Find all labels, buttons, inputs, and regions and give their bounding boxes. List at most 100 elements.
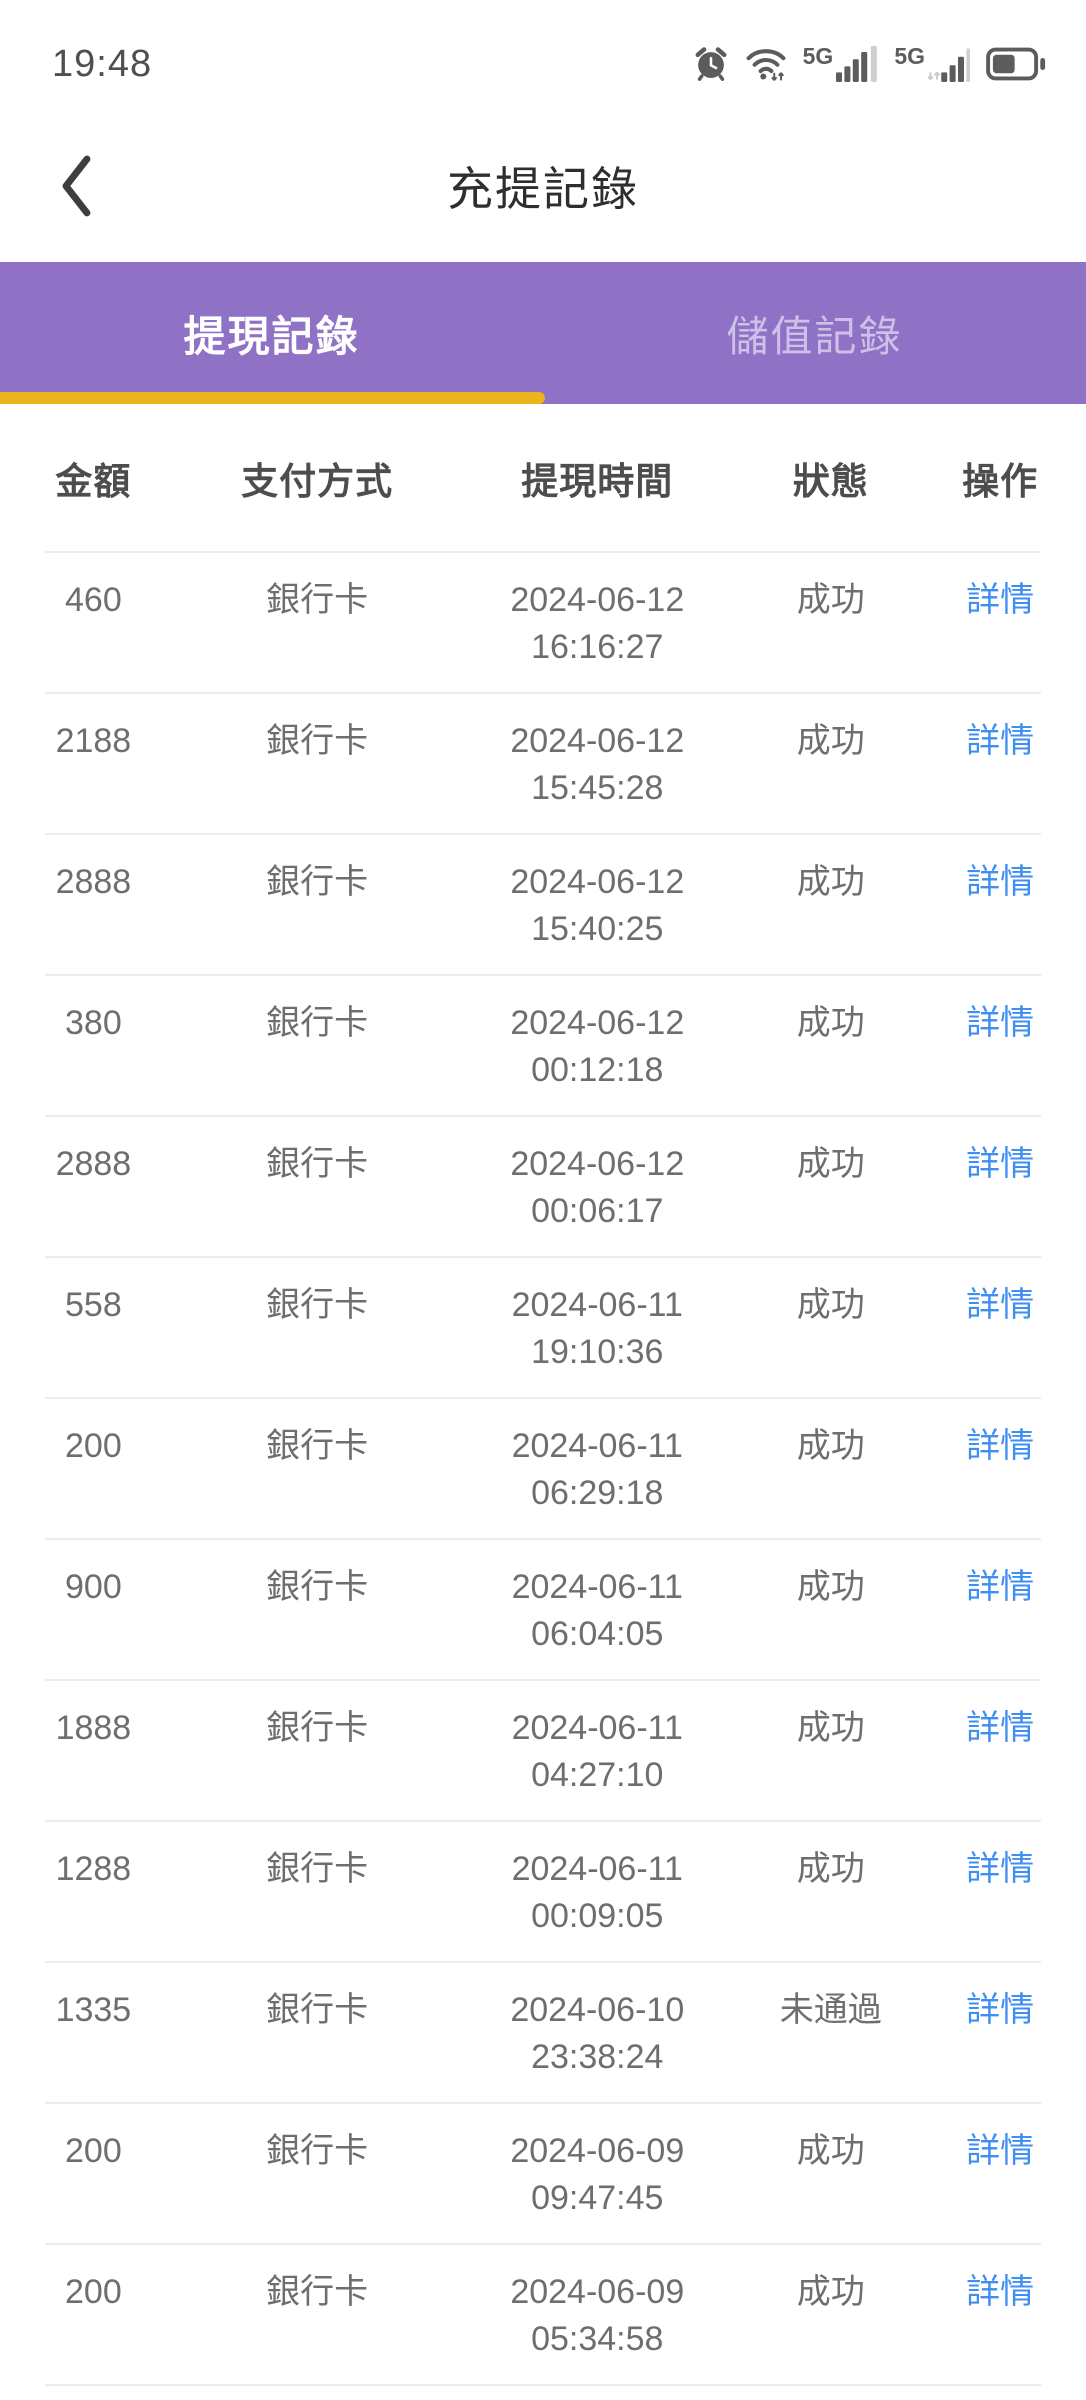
detail-link[interactable]: 詳情 bbox=[966, 1286, 1035, 1324]
table-body: 460 銀行卡 2024-06-12 16:16:27 成功 詳情 2188 銀行卡 2024-… bbox=[0, 553, 1086, 2386]
withdraw-time-cell: 2024-06-11 19:10:36 bbox=[447, 1282, 747, 1397]
payment-method-cell: 銀行卡 bbox=[266, 1850, 369, 1888]
table-row: 558 銀行卡 2024-06-11 19:10:36 成功 詳情 bbox=[0, 1258, 1086, 1397]
withdraw-time-cell: 2024-06-12 16:16:27 bbox=[447, 577, 747, 692]
withdraw-clock: 16:16:27 bbox=[531, 628, 664, 666]
detail-link[interactable]: 詳情 bbox=[966, 581, 1035, 619]
detail-link[interactable]: 詳情 bbox=[966, 1004, 1035, 1042]
amount-cell: 2888 bbox=[55, 1145, 132, 1183]
detail-link[interactable]: 詳情 bbox=[966, 2132, 1035, 2170]
row-divider bbox=[45, 2243, 1041, 2245]
active-tab-underline bbox=[0, 392, 546, 404]
table-row: 2188 銀行卡 2024-06-12 15:45:28 成功 詳情 bbox=[0, 694, 1086, 833]
column-header-method: 支付方式 bbox=[241, 460, 394, 502]
row-divider bbox=[45, 1538, 1041, 1540]
withdraw-date: 2024-06-12 bbox=[510, 863, 685, 901]
detail-link[interactable]: 詳情 bbox=[966, 1427, 1035, 1465]
battery-icon bbox=[986, 47, 1046, 81]
amount-cell: 1888 bbox=[55, 1709, 132, 1747]
page-title: 充提記錄 bbox=[447, 163, 639, 215]
payment-method-cell: 銀行卡 bbox=[266, 1145, 369, 1183]
withdraw-clock: 06:29:18 bbox=[531, 1474, 664, 1512]
withdraw-time-cell: 2024-06-12 15:40:25 bbox=[447, 859, 747, 974]
column-header-action: 操作 bbox=[962, 460, 1039, 502]
withdraw-clock: 00:09:05 bbox=[531, 1897, 664, 1935]
amount-cell: 558 bbox=[65, 1286, 122, 1324]
withdraw-time-cell: 2024-06-11 06:04:05 bbox=[447, 1564, 747, 1679]
status-cell: 成功 bbox=[796, 2132, 865, 2170]
row-divider bbox=[45, 1820, 1041, 1822]
status-icons: 5G 5G bbox=[693, 45, 1046, 83]
row-divider bbox=[45, 1256, 1041, 1258]
withdraw-time-cell: 2024-06-09 05:34:58 bbox=[447, 2269, 747, 2384]
status-bar: 19:48 5G bbox=[0, 0, 1086, 110]
tab-bar: 提現記錄 儲值記錄 bbox=[0, 262, 1086, 404]
withdraw-date: 2024-06-11 bbox=[511, 1709, 683, 1747]
status-cell: 成功 bbox=[796, 2273, 865, 2311]
alarm-icon bbox=[693, 45, 729, 83]
payment-method-cell: 銀行卡 bbox=[266, 1991, 369, 2029]
withdraw-clock: 00:12:18 bbox=[531, 1051, 664, 1089]
detail-link[interactable]: 詳情 bbox=[966, 1568, 1035, 1606]
table-row: 1888 銀行卡 2024-06-11 04:27:10 成功 詳情 bbox=[0, 1681, 1086, 1820]
withdraw-date: 2024-06-12 bbox=[510, 1145, 685, 1183]
payment-method-cell: 銀行卡 bbox=[266, 1004, 369, 1042]
payment-method-cell: 銀行卡 bbox=[266, 581, 369, 619]
withdraw-time-cell: 2024-06-11 00:09:05 bbox=[447, 1846, 747, 1961]
withdraw-date: 2024-06-09 bbox=[510, 2132, 685, 2170]
row-divider bbox=[45, 1961, 1041, 1963]
withdraw-time-cell: 2024-06-12 15:45:28 bbox=[447, 718, 747, 833]
detail-link[interactable]: 詳情 bbox=[966, 2273, 1035, 2311]
withdraw-time-cell: 2024-06-09 09:47:45 bbox=[447, 2128, 747, 2243]
withdraw-clock: 06:04:05 bbox=[531, 1615, 664, 1653]
table-row: 200 銀行卡 2024-06-09 05:34:58 成功 詳情 bbox=[0, 2245, 1086, 2384]
withdraw-time-cell: 2024-06-11 04:27:10 bbox=[447, 1705, 747, 1820]
signal-sim1-icon: 5G bbox=[803, 45, 879, 82]
tab-deposit-records[interactable]: 儲值記錄 bbox=[726, 312, 903, 360]
detail-link[interactable]: 詳情 bbox=[966, 863, 1035, 901]
withdraw-clock: 00:06:17 bbox=[531, 1192, 664, 1230]
detail-link[interactable]: 詳情 bbox=[966, 1709, 1035, 1747]
amount-cell: 1288 bbox=[55, 1850, 132, 1888]
detail-link[interactable]: 詳情 bbox=[966, 1991, 1035, 2029]
amount-cell: 900 bbox=[65, 1568, 122, 1606]
withdraw-date: 2024-06-11 bbox=[511, 1568, 683, 1606]
status-cell: 成功 bbox=[796, 1004, 865, 1042]
withdraw-clock: 15:40:25 bbox=[531, 910, 664, 948]
back-button[interactable] bbox=[58, 146, 118, 226]
withdraw-clock: 23:38:24 bbox=[531, 2038, 664, 2076]
column-header-amount: 金額 bbox=[55, 460, 132, 502]
withdraw-date: 2024-06-12 bbox=[510, 722, 685, 760]
amount-cell: 200 bbox=[65, 2132, 122, 2170]
status-cell: 成功 bbox=[796, 581, 865, 619]
detail-link[interactable]: 詳情 bbox=[966, 722, 1035, 760]
withdraw-clock: 19:10:36 bbox=[531, 1333, 664, 1371]
status-cell: 成功 bbox=[796, 1427, 865, 1465]
table-row: 2888 銀行卡 2024-06-12 15:40:25 成功 詳情 bbox=[0, 835, 1086, 974]
amount-cell: 460 bbox=[65, 581, 122, 619]
header-divider bbox=[45, 551, 1041, 553]
withdraw-time-cell: 2024-06-11 06:29:18 bbox=[447, 1423, 747, 1538]
detail-link[interactable]: 詳情 bbox=[966, 1145, 1035, 1183]
row-divider bbox=[45, 1679, 1041, 1681]
column-header-status: 狀態 bbox=[792, 460, 869, 502]
withdraw-time-cell: 2024-06-10 23:38:24 bbox=[447, 1987, 747, 2102]
status-cell: 未通過 bbox=[779, 1991, 882, 2029]
amount-cell: 1335 bbox=[55, 1991, 132, 2029]
detail-link[interactable]: 詳情 bbox=[966, 1850, 1035, 1888]
withdraw-date: 2024-06-10 bbox=[510, 1991, 685, 2029]
row-divider bbox=[45, 1115, 1041, 1117]
payment-method-cell: 銀行卡 bbox=[266, 2273, 369, 2311]
table-header: 金額 支付方式 提現時間 狀態 操作 bbox=[0, 404, 1086, 551]
status-cell: 成功 bbox=[796, 1568, 865, 1606]
amount-cell: 200 bbox=[65, 1427, 122, 1465]
payment-method-cell: 銀行卡 bbox=[266, 1709, 369, 1747]
tab-withdraw-records[interactable]: 提現記錄 bbox=[183, 312, 360, 360]
status-cell: 成功 bbox=[796, 1850, 865, 1888]
withdraw-clock: 15:45:28 bbox=[531, 769, 664, 807]
withdraw-date: 2024-06-12 bbox=[510, 1004, 685, 1042]
withdraw-time-cell: 2024-06-12 00:12:18 bbox=[447, 1000, 747, 1115]
status-cell: 成功 bbox=[796, 1145, 865, 1183]
payment-method-cell: 銀行卡 bbox=[266, 1568, 369, 1606]
amount-cell: 380 bbox=[65, 1004, 122, 1042]
